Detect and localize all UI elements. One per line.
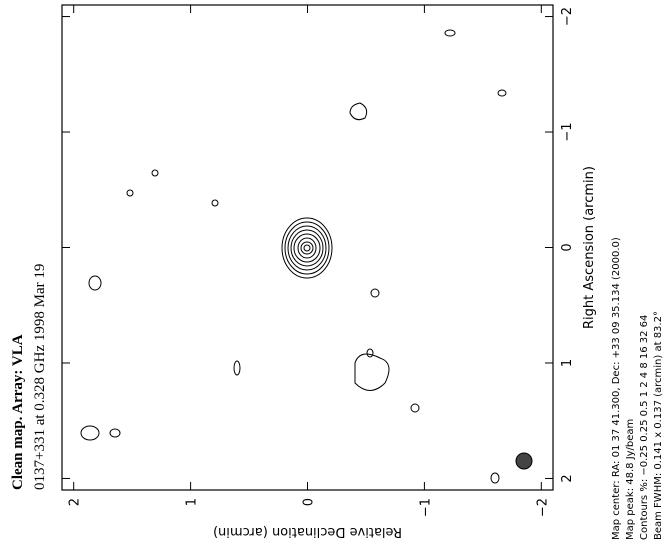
y-tick-label: 1 [185,498,200,506]
rotated-figure: Clean map. Array: VLA 0137+331 at 0.328 … [10,4,664,540]
contour [290,229,324,267]
beam [515,452,533,470]
x-tick-label: 0 [560,243,575,251]
y-tick-label: −2 [535,498,550,517]
contour [281,217,333,279]
x-tick-label: −2 [560,7,575,26]
x-tick-label: −1 [560,122,575,141]
chart-subtitle: 0137+331 at 0.328 GHz 1998 Mar 19 [32,264,48,490]
y-tick-label: 0 [302,498,317,506]
contour [490,472,500,484]
contour [444,29,456,37]
chart-title: Clean map. Array: VLA [10,334,26,490]
contour [354,353,390,391]
y-tick-label: −1 [418,498,433,517]
contour [211,199,219,207]
contour [497,89,507,97]
x-tick-label: 1 [560,359,575,367]
contour [151,169,159,177]
y-axis-label: Relative Declination (arcmin) [213,524,402,539]
x-axis-label: Right Ascension (arcmin) [582,166,597,329]
contour [300,241,314,255]
contour [349,102,368,121]
note: Contours %: −0.25 0.25 0.5 1 2 4 8 16 32… [639,315,650,540]
contour [80,425,100,441]
contour [370,288,380,298]
note: Map peak: 48.8 Jy/beam [625,419,636,540]
contour [303,244,311,252]
contour [410,403,420,413]
contour [233,360,241,376]
contour [284,221,330,275]
contour [293,233,321,263]
contour [297,237,317,259]
contours [80,29,507,484]
x-tick-label: 2 [560,474,575,482]
y-tick-label: 2 [68,498,83,506]
contour [126,189,134,197]
contour [88,275,102,291]
note: Beam FWHM: 0.141 x 0.137 (arcmin) at 83.… [653,311,664,540]
note: Map center: RA: 01 37 41.300, Dec: +33 0… [611,237,622,540]
plot-frame [61,4,554,491]
contour [287,225,327,271]
contour [366,348,374,358]
contour [109,428,121,438]
